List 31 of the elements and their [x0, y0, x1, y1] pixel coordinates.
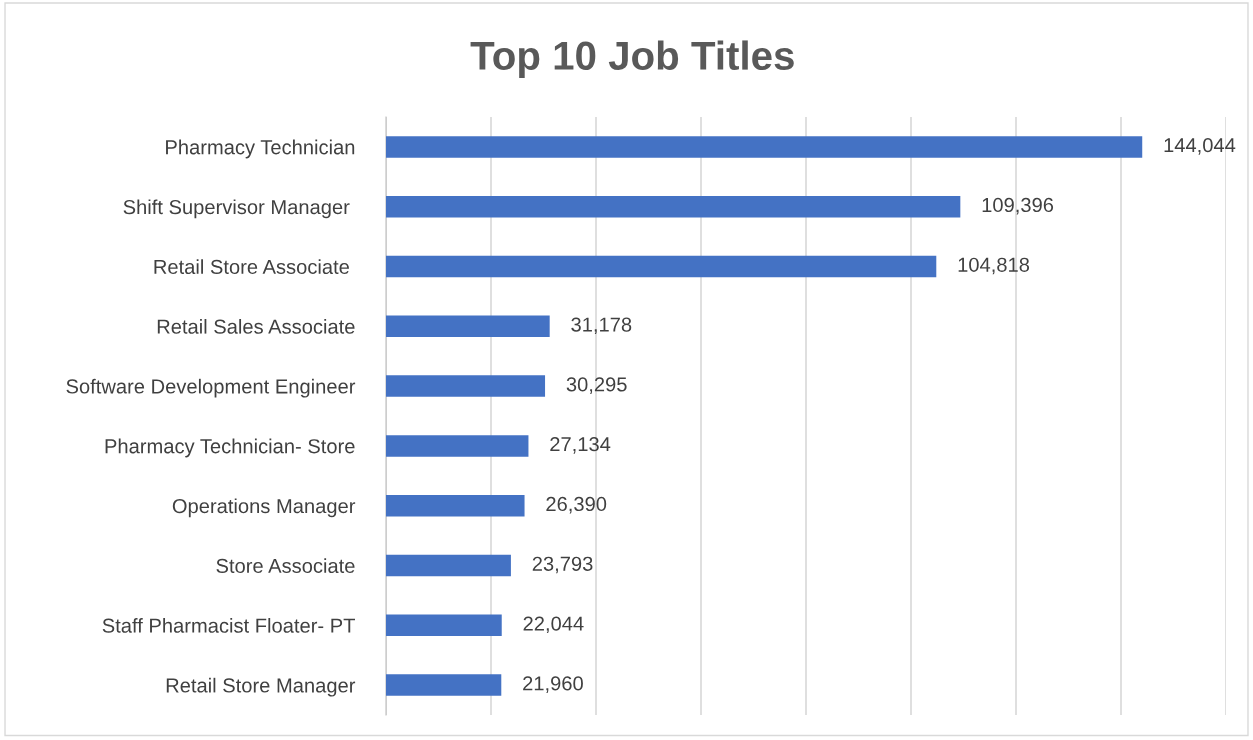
- y-tick-label: Retail Store Manager: [166, 677, 356, 697]
- data-label: 26,390: [546, 496, 607, 514]
- bar: [386, 674, 502, 696]
- y-tick-label: Shift Supervisor Manager: [123, 199, 350, 219]
- chart-title: Top 10 Job Titles: [470, 40, 794, 78]
- y-tick-label: Retail Sales Associate: [157, 319, 355, 334]
- y-tick-label: Retail Store Associate: [154, 259, 349, 274]
- data-label: 144,044: [1164, 138, 1236, 155]
- data-label: 27,134: [550, 437, 611, 454]
- data-label: 31,178: [571, 317, 632, 335]
- bar: [386, 435, 529, 457]
- data-label: 22,044: [523, 616, 584, 634]
- bar: [386, 614, 502, 637]
- bar: [386, 375, 546, 397]
- data-label: 23,793: [532, 556, 593, 574]
- bar: [386, 255, 937, 278]
- bar: [386, 195, 961, 218]
- y-tick-label: Pharmacy Technician- Store: [105, 438, 355, 458]
- y-tick-label: Operations Manager: [172, 498, 356, 518]
- y-tick-label: Software Development Engineer: [66, 378, 356, 398]
- bar: [386, 136, 1143, 158]
- bar: [386, 554, 511, 577]
- data-label: 109,396: [982, 197, 1054, 215]
- y-tick-label: Staff Pharmacist Floater- PT: [102, 618, 355, 633]
- y-tick-label: Store Associate: [216, 558, 355, 573]
- bar: [386, 494, 525, 517]
- data-label: 30,295: [566, 377, 627, 394]
- bar: [386, 315, 550, 338]
- data-label: 104,818: [958, 257, 1030, 275]
- y-tick-label: Pharmacy Technician: [166, 139, 355, 159]
- data-label: 21,960: [523, 676, 583, 693]
